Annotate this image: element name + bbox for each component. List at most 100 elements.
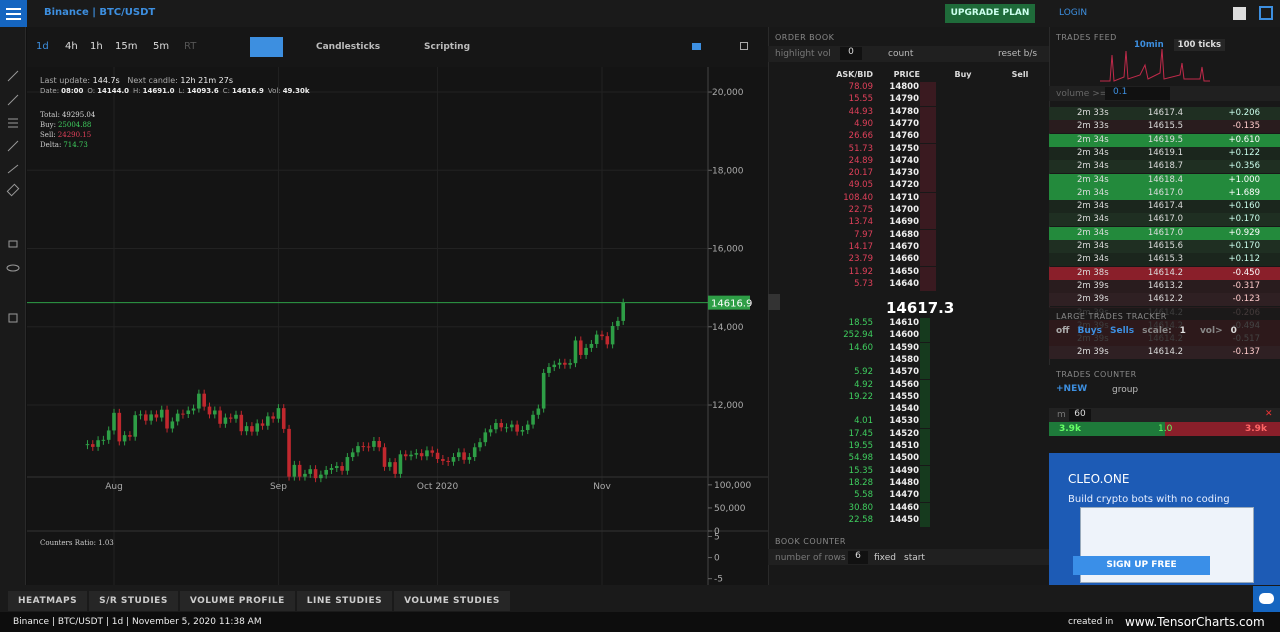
update-line: Last update: 144.7s Next candle: 12h 21m… [40, 76, 313, 86]
timeframe-button[interactable]: RT [184, 41, 197, 52]
tracker-control[interactable]: Sells [1109, 326, 1135, 336]
trade-row: 2m 33s 14617.4 +0.206 [1049, 107, 1280, 120]
amount: 18.28 [848, 477, 873, 488]
candle-body [186, 410, 191, 415]
candle-body [494, 423, 498, 430]
amount: 22.75 [848, 205, 873, 215]
trade-row: 2m 39s 14612.2 -0.123 [1049, 293, 1280, 307]
feed-tab[interactable]: 10min [1134, 40, 1164, 50]
tracker-control[interactable]: off [1056, 326, 1070, 336]
trade-row: 2m 34s 14617.0 +1.689 [1049, 186, 1280, 200]
depth-bar [920, 192, 936, 205]
timeframe-button[interactable]: 1h [90, 41, 103, 52]
candle-body [117, 412, 122, 442]
screenshot-button[interactable] [692, 43, 701, 50]
trade-time: 2m 34s [1077, 161, 1109, 172]
timeframe-button[interactable]: 15m [115, 41, 138, 52]
upgrade-button[interactable]: UPGRADE PLAN [945, 4, 1035, 23]
study-tab[interactable]: LINE STUDIES [296, 591, 393, 611]
x-tick-label: Nov [593, 482, 611, 492]
chart-type-button[interactable]: Candlesticks [316, 42, 381, 52]
trade-time: 2m 34s [1077, 134, 1109, 145]
depth-bar [920, 404, 930, 417]
timeframe-button[interactable]: 5m [153, 41, 170, 52]
trade-price: 14617.0 [1147, 214, 1183, 225]
menu-button[interactable] [0, 0, 27, 27]
fullscreen-button[interactable] [740, 42, 748, 50]
pair-selector[interactable]: Binance | BTC/USDT [44, 7, 156, 18]
candle-body [202, 393, 206, 407]
price: 14650 [889, 266, 919, 277]
candle-body [329, 468, 334, 470]
candle-body [212, 410, 217, 415]
label: Last update: [40, 76, 91, 85]
close-button[interactable]: ✕ [1265, 409, 1273, 419]
candle-body [244, 426, 249, 432]
candle-body [297, 464, 302, 477]
trade-price: 14618.4 [1147, 174, 1183, 185]
ad-cta[interactable]: SIGN UP FREE [1073, 556, 1210, 575]
timeframe-button[interactable]: 1d [36, 41, 49, 52]
new-counter-button[interactable]: +NEW [1056, 384, 1088, 394]
reset-button[interactable]: reset b/s [998, 49, 1038, 59]
chat-button[interactable] [1253, 586, 1280, 612]
trade-amount: +1.000 [1228, 174, 1260, 185]
fixed-button[interactable]: fixed [874, 553, 896, 563]
candle-body [292, 464, 297, 477]
trade-time: 2m 39s [1077, 294, 1109, 305]
book-row: 4.01 14530 [768, 416, 1049, 429]
candle-body [361, 446, 366, 448]
study-tab[interactable]: HEATMAPS [8, 591, 88, 611]
book-row: 5.58 14470 [768, 490, 1049, 503]
price: 14730 [889, 168, 919, 179]
period-input[interactable]: 60 [1069, 409, 1091, 421]
candle-body [250, 426, 254, 432]
volume-input[interactable]: 0.1 [1105, 87, 1170, 100]
price: 14760 [889, 131, 919, 142]
panel-title: BOOK COUNTER [775, 537, 846, 546]
book-row: 13.74 14690 [768, 217, 1049, 230]
book-row: 252.94 14600 [768, 330, 1049, 343]
highlight-input[interactable]: 0 [840, 47, 862, 60]
drawing-toolbar [0, 27, 26, 585]
book-row: 49.05 14720 [768, 180, 1049, 193]
collapse-button[interactable] [768, 294, 780, 310]
trade-row: 2m 34s 14617.0 +0.929 [1049, 226, 1280, 240]
login-link[interactable]: LOGIN [1059, 8, 1088, 18]
count-button[interactable]: count [888, 49, 914, 59]
candle-body [584, 347, 588, 355]
feed-tab[interactable]: 100 ticks [1173, 39, 1226, 51]
rows-input[interactable]: 6 [848, 551, 868, 564]
site-link[interactable]: www.TensorCharts.com [1125, 615, 1265, 629]
depth-bar [920, 477, 930, 490]
trade-price: 14614.2 [1147, 347, 1183, 358]
tool-icons [6, 70, 20, 323]
ad-brand: CLEO.ONE [1068, 472, 1130, 486]
trade-price: 14613.2 [1147, 280, 1183, 291]
layout-toggle[interactable] [1259, 6, 1273, 20]
study-tab[interactable]: S/R STUDIES [89, 591, 178, 611]
group-button[interactable]: group [1112, 385, 1139, 395]
amount: 5.92 [854, 367, 873, 378]
depth-bar [920, 453, 930, 466]
book-row: 26.66 14760 [768, 131, 1049, 144]
candle-body [366, 446, 371, 448]
candle-mode-button[interactable] [250, 37, 283, 57]
candle-body [350, 452, 355, 458]
trade-time: 2m 34s [1077, 201, 1109, 212]
theme-toggle[interactable] [1233, 7, 1246, 20]
timeframe-button[interactable]: 4h [65, 41, 78, 52]
book-row: 14580 [768, 354, 1049, 367]
candle-body [419, 453, 424, 457]
tracker-control[interactable]: Buys [1077, 326, 1102, 336]
amount: 5.73 [854, 278, 873, 289]
scripting-button[interactable]: Scripting [424, 42, 471, 52]
sell-count: 3.9k [1245, 424, 1267, 434]
counter-tick-label: 5 [714, 532, 720, 542]
book-row: 17.45 14520 [768, 428, 1049, 441]
start-button[interactable]: start [904, 553, 925, 563]
study-tab[interactable]: VOLUME PROFILE [179, 591, 295, 611]
book-row: 18.28 14480 [768, 477, 1049, 490]
y-tick-label: 20,000 [712, 88, 744, 98]
study-tab[interactable]: VOLUME STUDIES [394, 591, 510, 611]
